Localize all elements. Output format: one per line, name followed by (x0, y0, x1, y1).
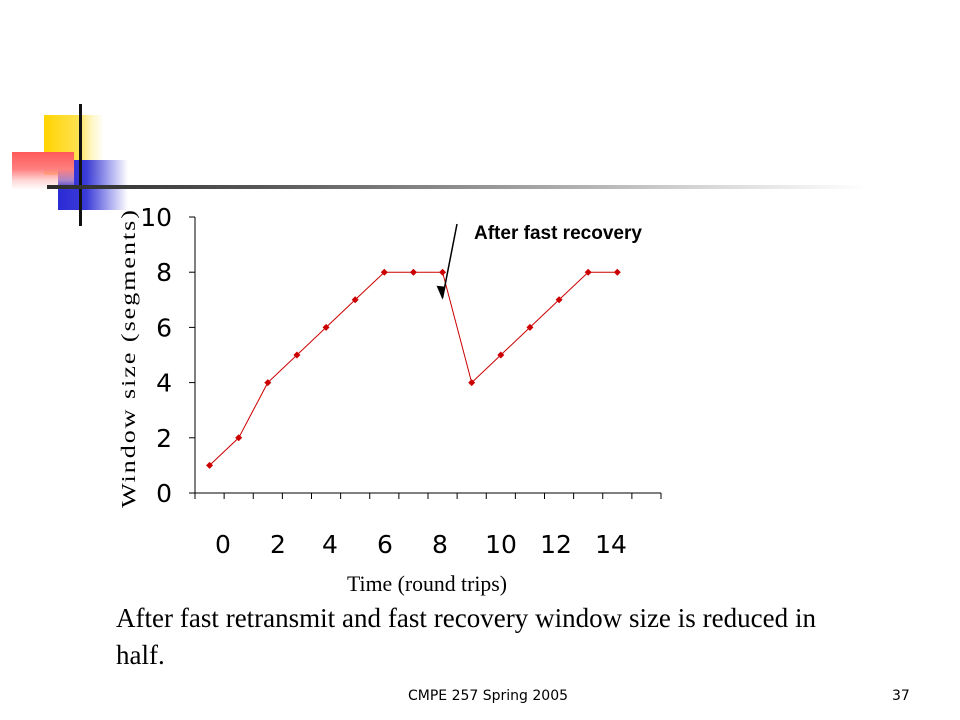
data-point (613, 268, 621, 276)
x-tick-label: 2 (270, 530, 286, 559)
annotation-arrow-shaft (441, 223, 458, 298)
x-tick-labels: 0 2 4 6 8 10 12 14 (215, 530, 627, 559)
chart-axes (189, 216, 662, 499)
data-point (526, 323, 534, 331)
y-tick-label: 8 (156, 258, 172, 287)
window-size-chart: 0 2 4 6 8 10 0 2 4 6 8 10 12 14 Window size (segment… (118, 203, 662, 596)
data-point (468, 379, 476, 387)
series-line (209, 271, 618, 466)
x-tick-label: 4 (322, 530, 338, 559)
footer-course: CMPE 257 Spring 2005 (408, 688, 569, 704)
x-tick-label: 6 (377, 530, 393, 559)
decor-red-square (12, 152, 74, 190)
y-tick-label: 10 (140, 203, 172, 232)
annotation-label: After fast recovery (474, 223, 642, 244)
y-tick-labels: 0 2 4 6 8 10 (140, 203, 172, 508)
chart-series (206, 268, 621, 469)
data-point (322, 323, 330, 331)
data-point (235, 434, 243, 442)
data-point (497, 351, 505, 359)
x-tick-label: 12 (540, 530, 572, 559)
data-point (409, 268, 417, 276)
x-tick-label: 0 (215, 530, 231, 559)
title-underline (47, 185, 867, 189)
data-point (264, 379, 272, 387)
data-point (439, 268, 447, 276)
body-text: After fast retransmit and fast recovery … (116, 603, 816, 670)
x-tick-label: 14 (595, 530, 627, 559)
annotation-arrow (436, 223, 458, 300)
data-point (293, 351, 301, 359)
data-point (584, 268, 592, 276)
annotation-arrow-head (436, 285, 446, 300)
decor-vertical-line (79, 104, 82, 226)
x-tick-label: 10 (485, 530, 517, 559)
y-tick-label: 2 (156, 424, 172, 453)
y-tick-label: 0 (156, 479, 172, 508)
data-point (380, 268, 388, 276)
x-tick-label: 8 (432, 530, 448, 559)
y-tick-label: 4 (156, 369, 172, 398)
data-point (351, 296, 359, 304)
x-axis-label: Time (round trips) (347, 571, 507, 596)
data-point (555, 296, 563, 304)
y-tick-label: 6 (156, 313, 172, 342)
data-point (206, 461, 214, 469)
footer-page-number: 37 (892, 688, 910, 704)
y-axis-label: Window size (segments) (118, 208, 139, 508)
